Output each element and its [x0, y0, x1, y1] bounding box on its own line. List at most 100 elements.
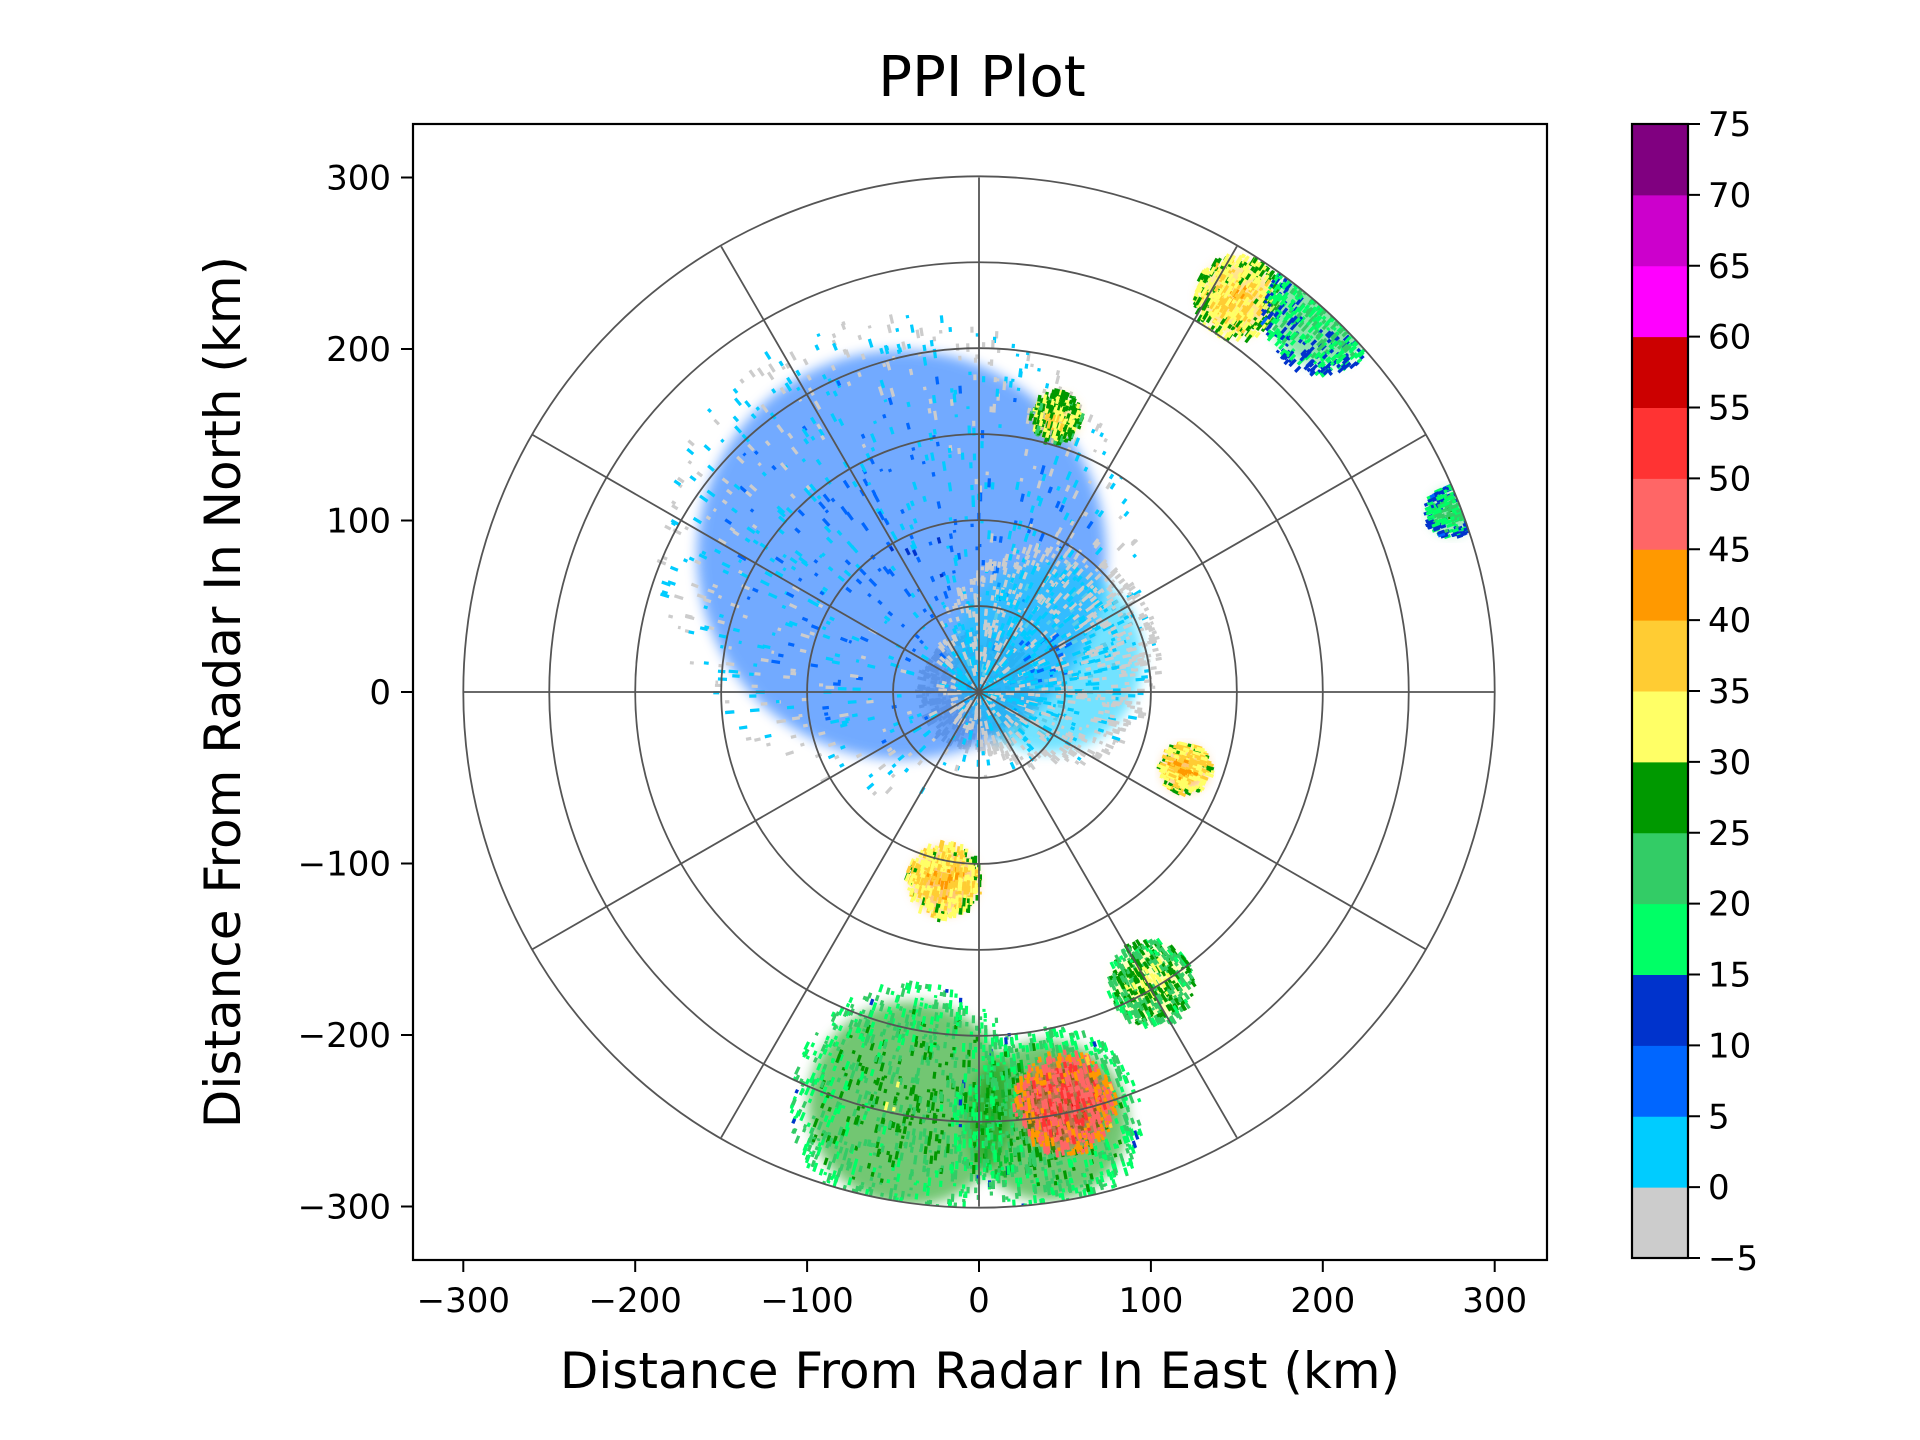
echo-streak [890, 1194, 891, 1199]
echo-streak [674, 481, 680, 485]
echo-streak [911, 1022, 912, 1026]
echo-streak [917, 1078, 918, 1084]
echo-streak [885, 1089, 886, 1093]
echo-streak [1011, 1058, 1012, 1067]
echo-streak [697, 472, 702, 476]
echo-streak [741, 379, 744, 383]
echo-streak [1076, 1087, 1077, 1092]
echo-streak [1024, 564, 1025, 567]
echo-streak [920, 1097, 921, 1104]
echo-streak [881, 1063, 883, 1071]
echo-streak [1091, 1143, 1092, 1149]
echo-streak [922, 998, 923, 1001]
echo-streak [702, 552, 706, 554]
echo-streak [1040, 1146, 1041, 1152]
echo-streak [687, 449, 693, 454]
echo-streak [1010, 758, 1011, 761]
echo-streak [857, 1080, 859, 1086]
echo-streak [1050, 1031, 1052, 1038]
echo-streak [1080, 1199, 1081, 1203]
echo-streak [896, 996, 898, 1003]
echo-streak [1153, 649, 1159, 650]
echo-streak [796, 1075, 799, 1080]
echo-streak [842, 721, 849, 722]
echo-streak [919, 442, 920, 448]
echo-streak [915, 882, 916, 885]
echo-streak [1091, 1173, 1092, 1179]
echo-streak [1012, 578, 1013, 583]
echo-streak [1086, 726, 1089, 727]
echo-streak [718, 596, 721, 597]
echo-streak [937, 442, 938, 446]
echo-streak [897, 328, 898, 332]
echo-streak [847, 1003, 848, 1006]
echo-streak [1128, 593, 1131, 595]
echo-streak [1099, 1180, 1101, 1186]
echo-streak [950, 517, 951, 520]
echo-streak [1006, 1066, 1007, 1074]
echo-streak [1062, 581, 1064, 583]
echo-streak [910, 1010, 911, 1013]
echo-streak [1012, 1165, 1013, 1173]
echo-streak [941, 1091, 942, 1098]
echo-streak [881, 1032, 882, 1036]
echo-streak [819, 1143, 820, 1147]
echo-streak [1076, 1203, 1077, 1208]
echo-streak [1141, 677, 1148, 678]
echo-streak [1081, 583, 1083, 586]
echo-streak [847, 1163, 849, 1170]
echo-streak [1016, 702, 1024, 704]
echo-streak [808, 1163, 810, 1168]
echo-streak [1064, 1050, 1065, 1055]
echo-streak [924, 387, 925, 390]
echo-streak [957, 617, 958, 622]
echo-streak [1014, 1054, 1015, 1061]
echo-streak [1046, 1043, 1047, 1050]
echo-streak [706, 517, 710, 519]
echo-streak [1113, 649, 1117, 650]
echo-streak [1069, 740, 1072, 742]
echo-streak [1105, 658, 1113, 660]
echo-streak [1016, 1085, 1017, 1092]
echo-streak [1059, 1179, 1060, 1183]
echo-streak [796, 1136, 799, 1143]
echo-streak [841, 746, 845, 748]
echo-streak [907, 672, 914, 674]
echo-streak [934, 337, 935, 342]
echo-streak [866, 701, 873, 702]
echo-streak [840, 1147, 842, 1153]
echo-streak [802, 618, 807, 620]
echo-streak [959, 553, 960, 559]
echo-streak [1093, 738, 1096, 739]
echo-streak [925, 1003, 926, 1008]
echo-streak [931, 614, 933, 617]
echo-streak [1082, 639, 1087, 641]
echo-streak [814, 1051, 816, 1055]
echo-streak [1038, 550, 1039, 553]
echo-streak [1108, 724, 1116, 726]
echo-streak [898, 1174, 899, 1182]
echo-streak [851, 1004, 853, 1008]
echo-streak [1128, 663, 1132, 664]
echo-streak [766, 352, 771, 359]
echo-streak [1104, 609, 1107, 611]
echo-streak [951, 546, 952, 552]
echo-streak [1093, 679, 1100, 680]
echo-streak [734, 417, 738, 422]
echo-streak [1035, 648, 1038, 650]
echo-streak [864, 1076, 865, 1079]
echo-streak [933, 879, 934, 882]
echo-streak [1052, 584, 1054, 587]
echo-streak [1035, 686, 1043, 687]
echo-streak [674, 596, 683, 599]
echo-streak [805, 1042, 809, 1050]
echo-streak [815, 1079, 817, 1084]
echo-streak [1079, 603, 1081, 605]
echo-streak [860, 1063, 861, 1066]
echo-streak [902, 988, 904, 997]
echo-streak [1021, 757, 1023, 760]
echo-streak [993, 620, 995, 628]
echo-streak [1090, 1085, 1092, 1092]
echo-streak [1095, 660, 1100, 661]
echo-streak [883, 730, 886, 731]
